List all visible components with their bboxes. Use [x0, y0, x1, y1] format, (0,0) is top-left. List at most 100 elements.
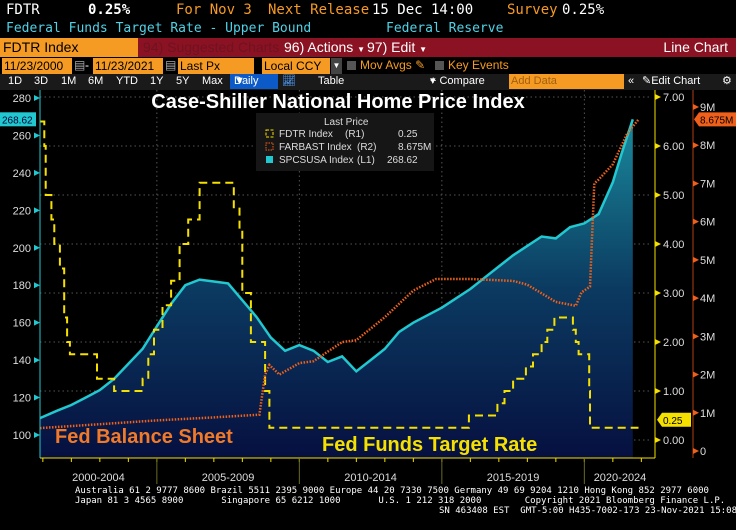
- edit-chart-label: Edit Chart: [651, 75, 701, 87]
- legend-header: Last Price: [324, 117, 369, 128]
- tick-label-r2: 4M: [700, 293, 715, 305]
- legend-name: FARBAST Index: [279, 142, 352, 153]
- tick-label-r2: 6M: [700, 217, 715, 229]
- tick-label-r1: 1.00: [663, 386, 684, 398]
- tick-label-r2: 2M: [700, 370, 715, 382]
- tick-r1: [655, 192, 661, 198]
- legend-swatch-spcsusa: [266, 156, 273, 163]
- tick-label-l1: 180: [13, 280, 31, 292]
- tick-l1: [34, 432, 40, 438]
- legend-axis: (L1): [357, 155, 375, 166]
- period-bar: 1D 3D 1M 6M YTD 1Y 5Y Max Daily ▼ 📈︎ Tab…: [0, 74, 736, 90]
- tick-label-r2: 1M: [700, 408, 715, 420]
- period-ytd[interactable]: YTD: [116, 75, 138, 87]
- currency-select[interactable]: Local CCY: [262, 58, 330, 74]
- field-select[interactable]: Last Px: [178, 58, 254, 74]
- line-chart: 100 120 140 160 180 200 220 240 260 280 0.00 1.00 2.…: [0, 90, 736, 484]
- last-value-l1: 268.62: [2, 115, 33, 126]
- edit-label: 97) Edit: [367, 39, 416, 55]
- legend: Last Price FDTR Index (R1) 0.25 FARBAST …: [256, 113, 434, 171]
- period-3d[interactable]: 3D: [34, 75, 49, 87]
- tick-l1: [34, 394, 40, 401]
- frequency-label: Daily: [234, 75, 259, 87]
- legend-swatch-farbast: [265, 142, 274, 151]
- tick-label-r1: 5.00: [663, 190, 684, 202]
- legend-name: FDTR Index: [279, 129, 333, 140]
- end-date-input[interactable]: 11/23/2021: [93, 58, 163, 74]
- tick-label-l1: 280: [13, 93, 31, 105]
- tick-label-r2: 8M: [700, 140, 715, 152]
- tick-r1: [655, 339, 661, 345]
- last-value-r2-bg: [694, 112, 736, 127]
- suggested-charts-button[interactable]: 94) Suggested Charts: [143, 39, 280, 55]
- x-tick-label: 2005-2009: [202, 472, 255, 484]
- actions-menu[interactable]: 96) Actions ▼: [281, 38, 365, 57]
- collapse-icon[interactable]: «: [628, 75, 635, 87]
- tick-label-r1: 6.00: [663, 141, 684, 153]
- release-for: For Nov 3: [176, 2, 252, 18]
- period-max[interactable]: Max: [202, 75, 223, 87]
- period-6m[interactable]: 6M: [88, 75, 104, 87]
- tick-label-r1: 4.00: [663, 239, 684, 251]
- compare-button[interactable]: + Compare ▾: [430, 75, 485, 87]
- period-1y[interactable]: 1Y: [150, 75, 164, 87]
- toolbar: FDTR Index 94) Suggested Charts 96) Acti…: [0, 38, 736, 57]
- period-1m[interactable]: 1M: [61, 75, 77, 87]
- annotation-fed-balance-sheet: Fed Balance Sheet: [55, 426, 233, 448]
- line-chart-icon[interactable]: 📈︎: [282, 75, 296, 87]
- survey-label: Survey: [507, 2, 558, 18]
- chevron-down-icon[interactable]: ▼: [331, 58, 342, 74]
- tick-r2: [693, 256, 699, 263]
- legend-last: 0.25: [398, 129, 418, 140]
- tick-r2: [693, 448, 699, 454]
- tick-label-r2: 9M: [700, 102, 715, 114]
- start-date-input[interactable]: 11/23/2000: [2, 58, 72, 74]
- frequency-select[interactable]: Daily ▼: [230, 74, 278, 89]
- tick-l1: [34, 132, 40, 139]
- calendar-icon[interactable]: ▤: [74, 58, 86, 72]
- tick-r2: [693, 295, 699, 302]
- key-events-checkbox[interactable]: Key Events: [435, 58, 509, 72]
- x-tick-label: 2015-2019: [487, 472, 540, 484]
- security-description: Federal Funds Target Rate - Upper Bound: [6, 21, 312, 36]
- tick-r1: [655, 388, 661, 394]
- footer-session: SN 463408 EST GMT-5:00 H435-7002-173 23-…: [439, 506, 736, 516]
- legend-axis: (R2): [357, 142, 376, 153]
- last-value-r1-bg: [657, 412, 691, 427]
- legend-name: SPCSUSA Index: [279, 155, 353, 166]
- add-data-input[interactable]: Add Data: [509, 74, 624, 89]
- tick-label-r2: 5M: [700, 255, 715, 267]
- tick-label-l1: 220: [13, 205, 31, 217]
- tick-l1: [34, 244, 40, 251]
- edit-menu[interactable]: 97) Edit ▼: [364, 38, 434, 57]
- current-value: 0.25%: [88, 2, 131, 18]
- period-5y[interactable]: 5Y: [176, 75, 190, 87]
- chart-title: Case-Shiller National Home Price Index: [151, 91, 524, 113]
- tick-r2: [693, 371, 699, 378]
- controls-row: 11/23/2000 ▤ - 11/23/2021 ▤ Last Px Loca…: [0, 58, 736, 74]
- tick-l1: [34, 169, 40, 176]
- pencil-icon[interactable]: ✎: [415, 58, 426, 72]
- tick-label-r2: 0: [700, 446, 706, 458]
- tick-l1: [34, 357, 40, 364]
- tick-label-l1: 260: [13, 130, 31, 142]
- tick-r2: [693, 104, 699, 110]
- legend-swatch-fdtr: [265, 129, 274, 138]
- period-1d[interactable]: 1D: [8, 75, 23, 87]
- tick-label-l1: 140: [13, 355, 31, 367]
- security-input[interactable]: FDTR Index: [0, 38, 138, 57]
- security-source: Federal Reserve: [386, 21, 504, 36]
- tick-label-r1: 7.00: [663, 92, 684, 104]
- x-tick-label: 2020-2024: [594, 472, 647, 484]
- last-value-r2: 8.675M: [700, 115, 733, 126]
- calendar-icon[interactable]: ▤: [165, 58, 177, 72]
- series-area-spcsusa: [40, 119, 633, 459]
- chevron-down-icon: ▼: [357, 45, 366, 54]
- edit-chart-button[interactable]: ✎ Edit Chart: [642, 75, 701, 87]
- mov-avgs-checkbox[interactable]: Mov Avgs ✎: [347, 58, 425, 72]
- gear-icon[interactable]: ⚙: [722, 75, 732, 87]
- tick-r2: [693, 409, 699, 416]
- tick-label-r1: 3.00: [663, 288, 684, 300]
- tick-l1: [34, 282, 40, 289]
- table-button[interactable]: Table: [318, 75, 345, 87]
